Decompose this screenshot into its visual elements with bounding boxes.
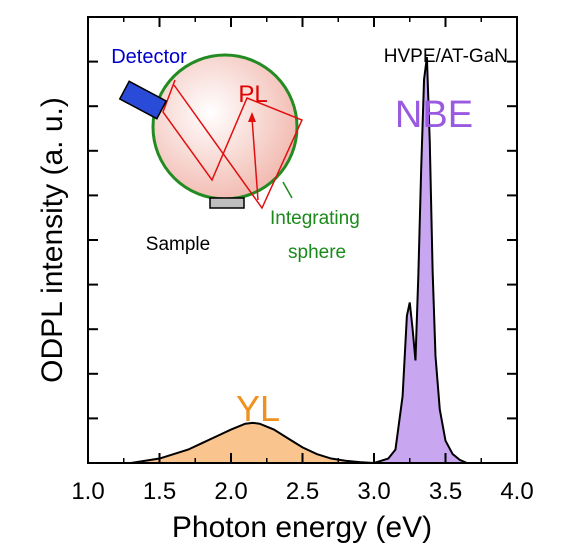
nbe-area [359, 57, 467, 463]
sample-block [209, 197, 245, 209]
y-axis-title: ODPL intensity (a. u.) [36, 97, 69, 383]
x-axis-title: Photon energy (eV) [172, 511, 432, 544]
yl-peak-label: YL [236, 388, 280, 429]
sample-text-label: Sample [146, 234, 210, 255]
spectrum-line [130, 57, 468, 465]
sphere-label-line2: sphere [288, 242, 346, 263]
spectrum-curve [130, 57, 468, 465]
detector-icon [118, 80, 168, 120]
x-axis-ticks [87, 17, 518, 463]
pl-label: PL [238, 81, 267, 108]
sample-label: HVPE/AT-GaN [384, 46, 508, 67]
x-tick-label: 4.0 [500, 478, 533, 505]
pl-emission-ray [251, 117, 259, 201]
x-tick-label: 3.5 [429, 478, 462, 505]
sphere-pointer-line [282, 181, 293, 199]
x-tick-label: 2.5 [286, 478, 319, 505]
y-axis-ticks [88, 60, 517, 420]
sphere-label-line1: Integrating [270, 208, 360, 229]
x-tick-label: 1.0 [71, 478, 104, 505]
integrating-sphere-inset: PL Detector Sample Integrating sphere [111, 46, 360, 263]
x-tick-label: 1.5 [143, 478, 176, 505]
x-tick-label: 3.0 [357, 478, 390, 505]
x-tick-label: 2.0 [214, 478, 247, 505]
nbe-peak-label: NBE [395, 94, 473, 136]
x-axis-tick-labels: 1.0 1.5 2.0 2.5 3.0 3.5 4.0 [71, 478, 533, 505]
light-ray-path [162, 79, 304, 210]
detector-label: Detector [111, 46, 187, 68]
arrow-head-icon [248, 112, 256, 122]
